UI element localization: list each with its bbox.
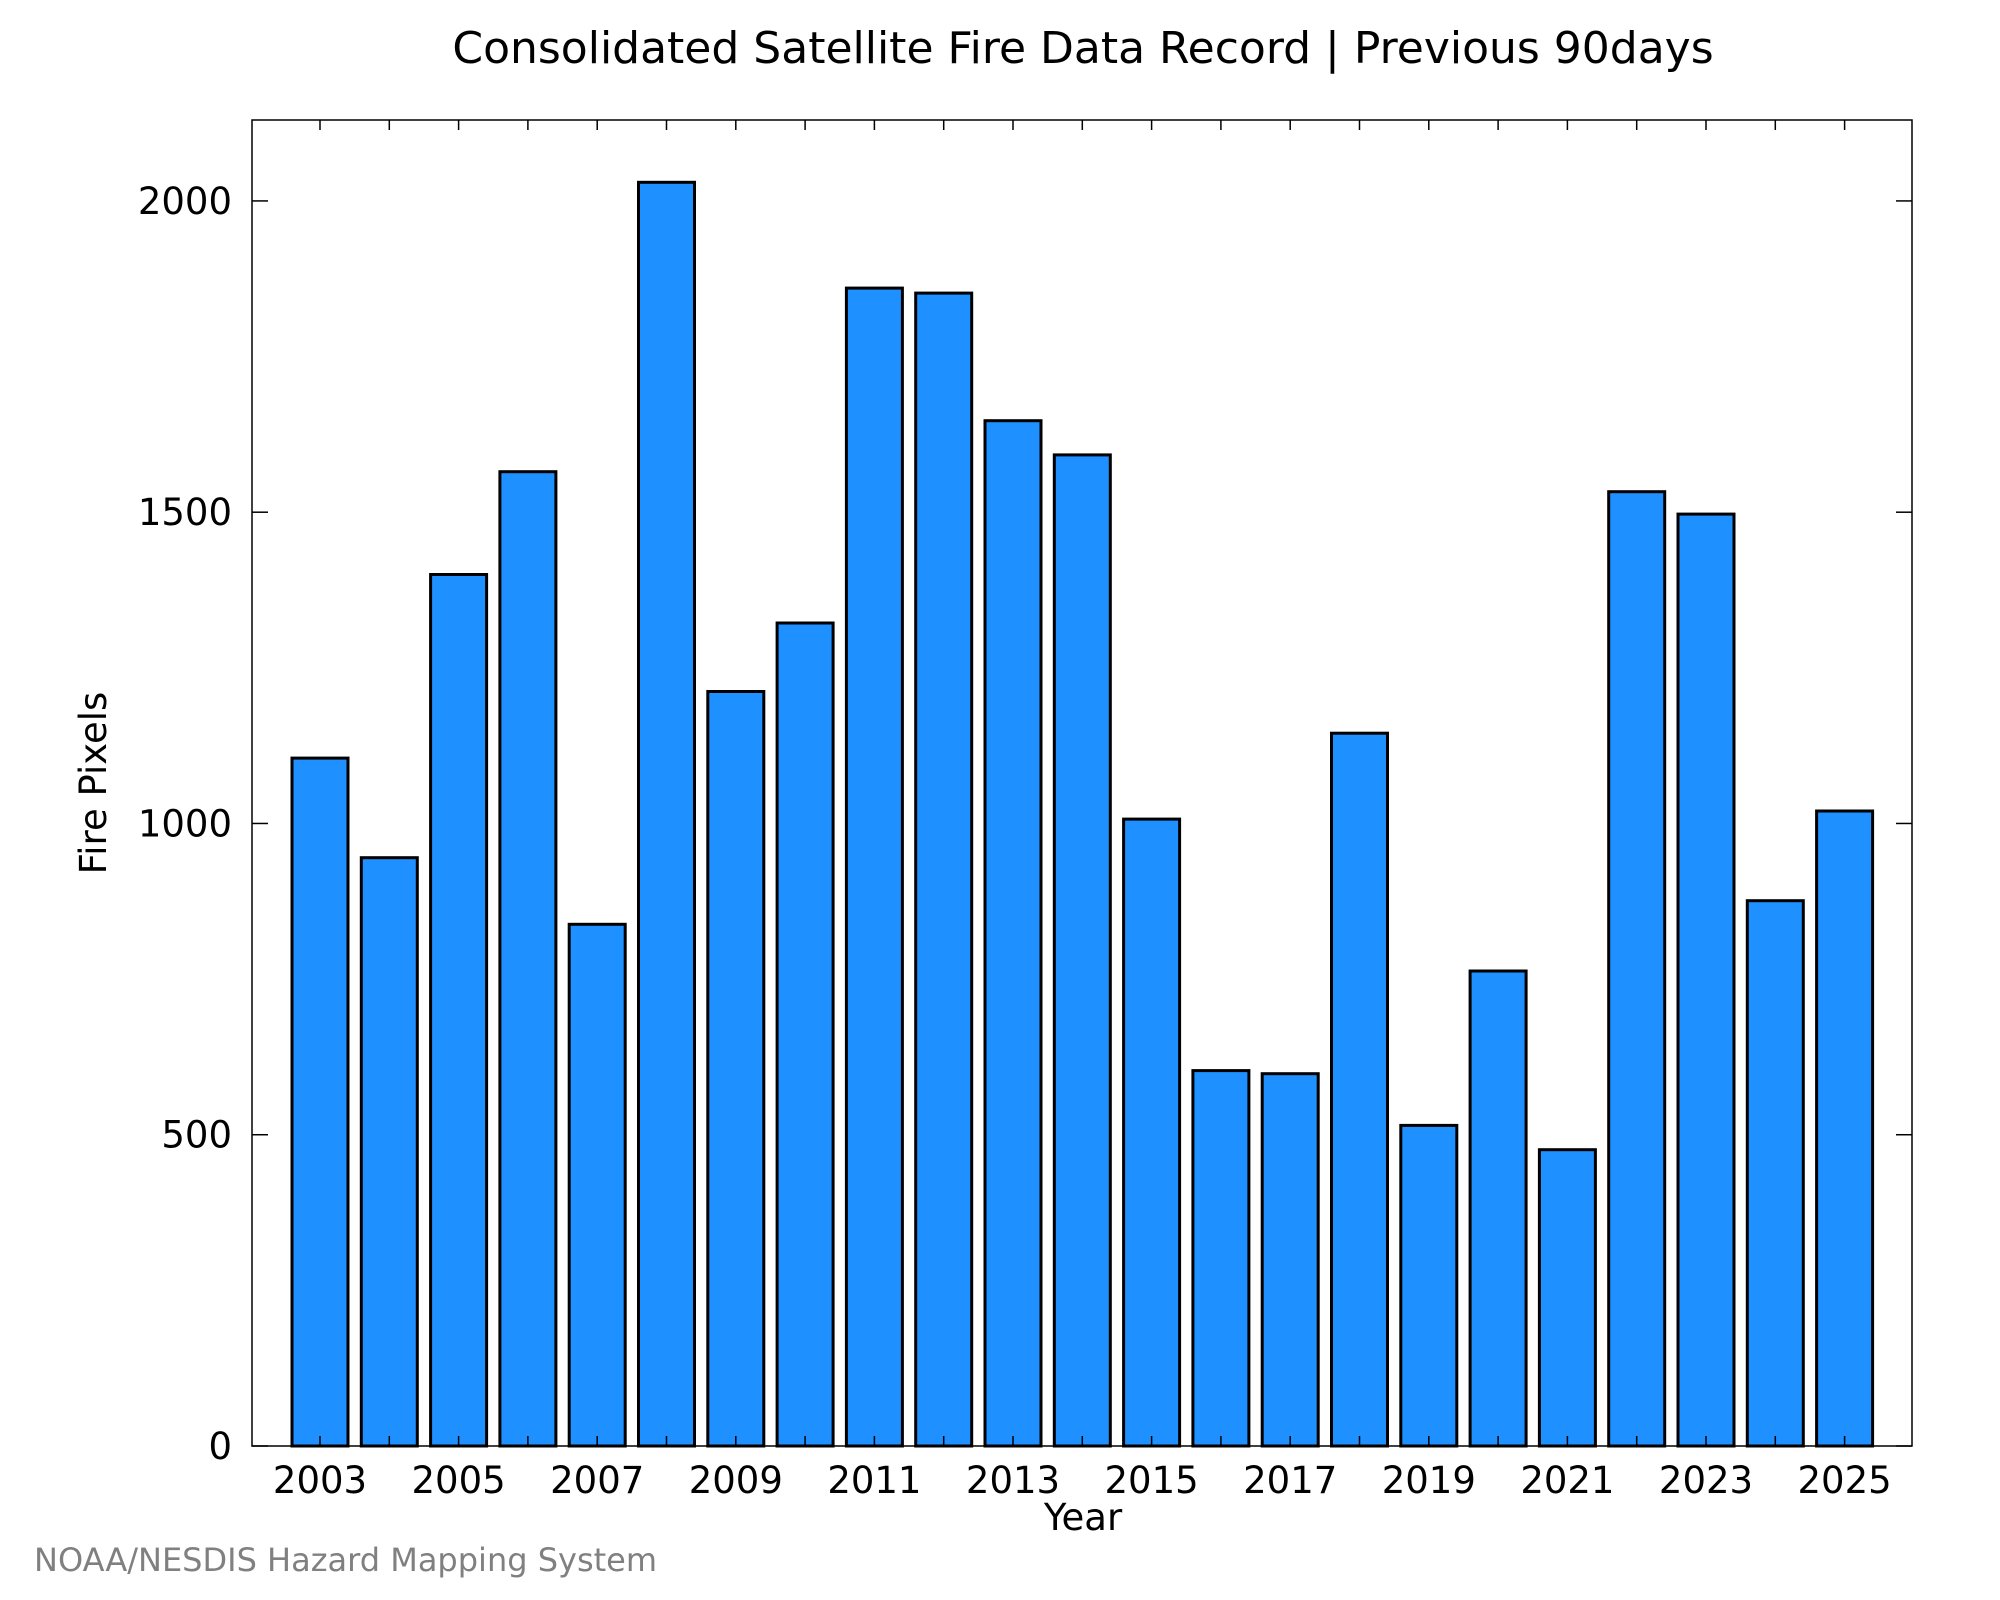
x-tick-label-2007: 2007 [550,1459,644,1502]
bar-2015 [1122,817,1182,1448]
bar-2007 [567,922,627,1448]
bar-2025 [1815,809,1875,1448]
y-tick-label-2000: 2000 [138,180,232,223]
bar-2012 [914,291,974,1448]
bar-2019 [1399,1123,1459,1448]
x-tick-label-2017: 2017 [1243,1459,1337,1502]
bar-2023 [1676,512,1736,1448]
x-tick-label-2003: 2003 [273,1459,367,1502]
x-axis-ticks: 2003 2005 2007 2009 2011 2013 2015 2017 2019 2021… [273,120,1892,1502]
bar-2003 [290,756,350,1448]
x-tick-label-2023: 2023 [1659,1459,1753,1502]
x-axis-label: Year [1043,1496,1123,1539]
x-tick-label-2015: 2015 [1105,1459,1199,1502]
bar-2011 [844,286,904,1448]
bars-group [290,180,1875,1448]
credit-text: NOAA/NESDIS Hazard Mapping System [34,1541,657,1579]
bar-2013 [983,419,1043,1448]
bar-2024 [1745,899,1805,1448]
bar-2008 [637,180,696,1448]
x-tick-label-2013: 2013 [966,1459,1060,1502]
bar-2004 [359,856,419,1448]
bar-2006 [498,470,558,1448]
bar-2017 [1260,1072,1320,1448]
bar-2021 [1537,1148,1597,1448]
plot-area: 0 500 1000 1500 2000 2003 2005 2007 2009 2011 201… [138,119,1913,1502]
x-tick-label-2009: 2009 [689,1459,783,1502]
x-tick-label-2025: 2025 [1798,1459,1892,1502]
y-tick-label-1000: 1000 [138,802,232,845]
bar-2014 [1052,453,1112,1448]
bar-2018 [1330,731,1389,1448]
y-axis-ticks: 0 500 1000 1500 2000 [138,180,1912,1468]
bar-2009 [706,690,766,1448]
y-tick-label-500: 500 [161,1114,232,1157]
y-tick-label-0: 0 [208,1425,232,1468]
bar-2022 [1607,490,1667,1448]
x-tick-label-2011: 2011 [827,1459,921,1502]
bar-2005 [429,573,489,1448]
y-tick-label-1500: 1500 [138,491,232,534]
chart-title: Consolidated Satellite Fire Data Record … [452,23,1713,74]
bar-2010 [775,621,835,1448]
x-tick-label-2019: 2019 [1382,1459,1476,1502]
x-tick-label-2005: 2005 [412,1459,506,1502]
x-tick-label-2021: 2021 [1520,1459,1614,1502]
y-axis-label: Fire Pixels [72,692,115,875]
bar-2020 [1468,969,1528,1448]
bar-2016 [1191,1069,1251,1448]
